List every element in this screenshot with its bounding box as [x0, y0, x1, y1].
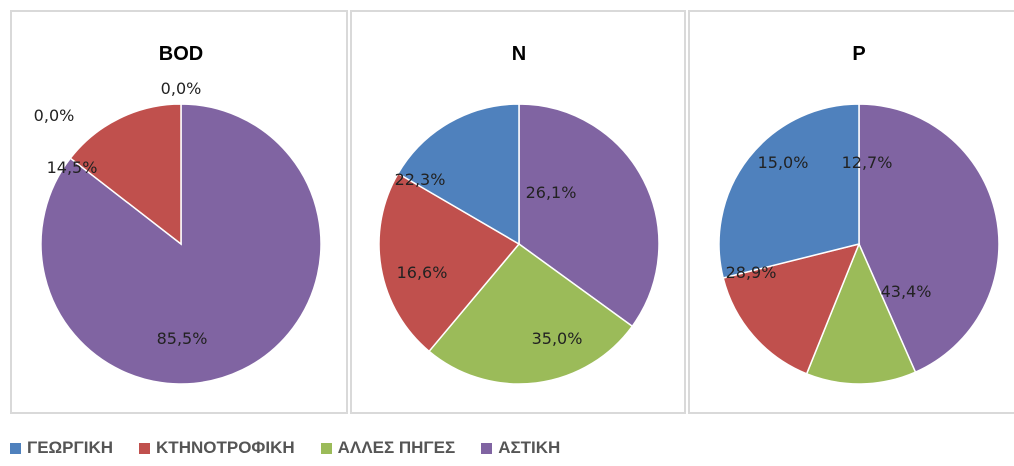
pie-slice: [858, 103, 1000, 374]
legend-swatch: [10, 442, 21, 454]
pie-slice: [397, 103, 520, 246]
data-label: 12,7%: [842, 153, 893, 172]
data-label: 16,6%: [397, 263, 448, 282]
legend-item-alles-piges: ΑΛΛΕΣ ΠΗΓΕΣ: [320, 438, 456, 458]
data-label: 0,0%: [34, 106, 75, 125]
legend-label: ΚΤΗΝΟΤΡΟΦΙΚΗ: [156, 438, 295, 457]
legend-swatch: [320, 442, 332, 454]
legend-label: ΑΣΤΙΚΗ: [498, 438, 561, 457]
data-label: 28,9%: [726, 263, 777, 282]
pie-slice: [428, 242, 634, 385]
chart-title: BOD: [159, 43, 203, 65]
legend: ΓΕΩΡΓΙΚΗ ΚΤΗΝΟΤΡΟΦΙΚΗ ΑΛΛΕΣ ΠΗΓΕΣ ΑΣΤΙΚΗ: [10, 436, 586, 460]
pie-slice: [718, 103, 860, 279]
data-label: 35,0%: [532, 329, 583, 348]
data-label: 14,5%: [47, 158, 98, 177]
pie-slice: [722, 242, 861, 375]
chart-panel-p: P 28,9% 15,0% 12,7% 43,4%: [688, 10, 1014, 414]
pie-chart-p: P 28,9% 15,0% 12,7% 43,4%: [718, 43, 1000, 385]
legend-label: ΑΛΛΕΣ ΠΗΓΕΣ: [337, 438, 456, 457]
pie-slice: [69, 103, 182, 246]
data-label: 26,1%: [526, 183, 577, 202]
data-label: 0,0%: [161, 79, 202, 98]
chart-panel-bod: BOD 0,0% 14,5% 0,0% 85,5%: [10, 10, 348, 414]
legend-swatch: [139, 442, 151, 454]
legend-item-ktinotrofiki: ΚΤΗΝΟΤΡΟΦΙΚΗ: [139, 438, 295, 458]
data-label: 85,5%: [157, 329, 208, 348]
pie-slice: [378, 172, 521, 353]
pie-chart-n: N 16,6% 22,3% 26,1% 35,0%: [378, 43, 660, 385]
data-label: 22,3%: [395, 170, 446, 189]
chart-title: N: [512, 43, 526, 65]
chart-title: P: [852, 43, 865, 65]
pie-chart-bod: BOD 0,0% 14,5% 0,0% 85,5%: [34, 43, 322, 385]
data-label: 15,0%: [758, 153, 809, 172]
pie-slice: [805, 242, 917, 385]
data-label: 43,4%: [881, 282, 932, 301]
chart-panel-n: N 16,6% 22,3% 26,1% 35,0%: [350, 10, 686, 414]
legend-swatch: [481, 442, 493, 454]
legend-item-astiki: ΑΣΤΙΚΗ: [481, 438, 560, 458]
pie-slice: [518, 103, 660, 328]
legend-label: ΓΕΩΡΓΙΚΗ: [27, 438, 114, 457]
legend-item-georgiki: ΓΕΩΡΓΙΚΗ: [10, 438, 113, 458]
